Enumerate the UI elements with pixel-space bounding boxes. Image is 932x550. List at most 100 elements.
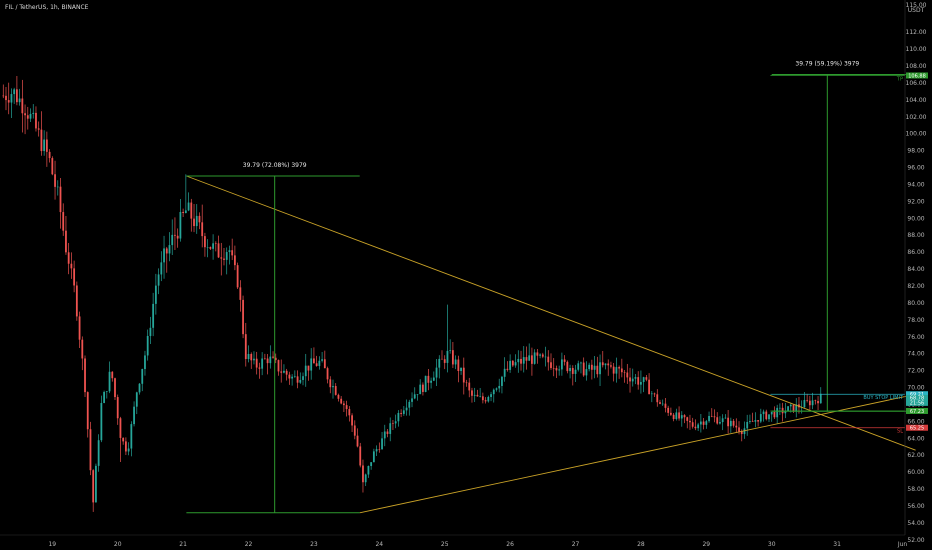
candle-body	[713, 416, 716, 418]
candle-body	[517, 358, 520, 363]
candle-body	[446, 350, 449, 363]
candle-body	[601, 362, 604, 366]
y-tick-label: 80.00	[907, 300, 924, 307]
candle-body	[84, 358, 86, 393]
candle-body	[667, 407, 670, 413]
candle-body	[806, 400, 809, 401]
candle-body	[342, 403, 345, 406]
candle-body	[702, 421, 705, 425]
x-tick-label: 26	[506, 541, 514, 548]
candle-body	[787, 406, 789, 411]
candle-body	[680, 415, 683, 419]
candle-body	[678, 412, 680, 419]
candle-body	[492, 389, 495, 395]
candle-body	[555, 368, 558, 371]
candle-body	[803, 400, 806, 408]
candle-body	[375, 449, 378, 452]
candle-body	[457, 359, 460, 372]
candle-body	[24, 113, 26, 116]
candle-body	[596, 365, 599, 375]
candle-body	[424, 375, 427, 392]
candle-body	[291, 376, 294, 379]
candle-body	[7, 100, 10, 103]
candle-body	[544, 356, 547, 358]
y-tick-label: 90.00	[907, 215, 924, 222]
candle-body	[419, 384, 422, 395]
candle-body	[81, 339, 84, 359]
candle-body	[225, 252, 228, 260]
x-tick-label: 30	[768, 541, 776, 548]
candle-body	[659, 402, 661, 404]
candle-body	[509, 360, 512, 370]
candle-body	[481, 396, 484, 401]
candle-body	[78, 316, 81, 340]
candle-body	[220, 257, 223, 259]
candle-body	[689, 420, 691, 423]
candle-body	[471, 390, 473, 396]
x-tick-label: 20	[114, 541, 122, 548]
candle-body	[735, 425, 738, 428]
y-tick-label: 66.00	[907, 418, 924, 425]
candle-body	[345, 405, 348, 410]
candle-body	[476, 394, 479, 397]
candle-body	[392, 423, 394, 424]
price-axis[interactable]: 115.00 USDT 52.00 54.00 56.00 58.00 60.00 62.…	[904, 0, 927, 544]
y-tick-label: 78.00	[907, 317, 924, 324]
candle-body	[193, 218, 195, 227]
candle-body	[541, 354, 544, 357]
candle-body	[661, 403, 664, 405]
y-tick-label: 112.00	[906, 29, 927, 36]
candle-body	[116, 397, 119, 419]
candle-body	[694, 426, 697, 429]
candle-body	[364, 474, 367, 483]
candle-body	[165, 248, 168, 254]
candle-body	[443, 359, 446, 363]
candle-body	[323, 359, 326, 369]
candle-body	[740, 431, 743, 435]
candle-body	[699, 421, 702, 425]
candle-body	[176, 235, 179, 239]
candle-body	[223, 258, 225, 260]
candle-body	[255, 358, 258, 368]
candle-body	[719, 422, 721, 424]
candle-body	[190, 202, 193, 219]
candle-body	[133, 406, 135, 425]
candle-body	[460, 367, 462, 372]
candle-body	[45, 139, 48, 152]
trendline[interactable]	[359, 393, 916, 514]
candle-body	[201, 222, 204, 237]
y-tick-label: 96.00	[907, 165, 924, 172]
candle-body	[15, 89, 18, 103]
candle-body	[664, 403, 667, 408]
time-axis[interactable]: 19 20 21 22 23 24 25 26 27 28 29 30 31 Jun	[0, 534, 907, 548]
candle-body	[776, 407, 779, 418]
candle-body	[141, 369, 144, 384]
candle-body	[580, 362, 582, 364]
y-unit-label: USDT	[908, 7, 925, 14]
candle-body	[506, 368, 509, 370]
candle-body	[819, 393, 822, 404]
candle-body	[533, 352, 536, 364]
candle-body	[285, 370, 288, 375]
candle-body	[18, 98, 21, 103]
candle-body	[332, 386, 334, 388]
candle-body	[263, 358, 266, 360]
candle-body	[569, 368, 571, 372]
candle-body	[498, 385, 501, 389]
x-tick-label: 19	[48, 541, 56, 548]
candle-body	[593, 365, 596, 370]
candle-body	[514, 362, 517, 366]
candle-body	[749, 421, 751, 422]
candle-body	[144, 355, 146, 370]
candle-body	[29, 113, 32, 119]
candle-body	[571, 368, 574, 374]
candle-body	[648, 379, 650, 395]
candle-body	[160, 262, 163, 275]
candle-body	[187, 202, 190, 211]
candle-body	[560, 359, 563, 370]
candle-body	[503, 368, 506, 377]
candle-body	[454, 359, 457, 365]
candle-body	[383, 431, 386, 439]
trendline[interactable]	[186, 175, 916, 451]
